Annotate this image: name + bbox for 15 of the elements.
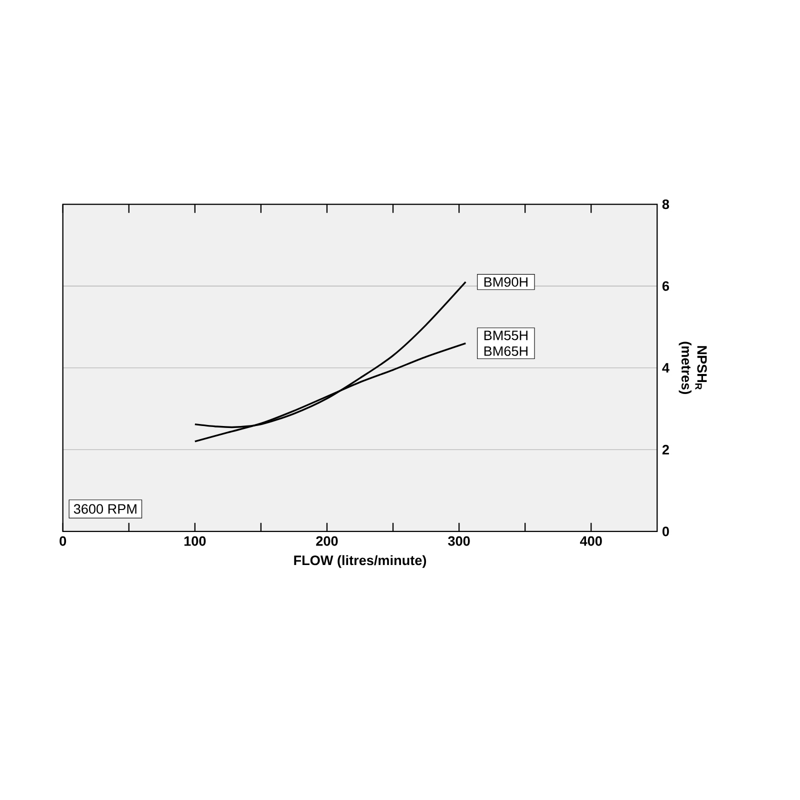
x-tick-label: 200	[316, 536, 338, 546]
y-tick-label: 2	[662, 444, 669, 454]
y-tick-label: 0	[662, 526, 669, 536]
x-axis-title: FLOW (litres/minute)	[294, 555, 426, 568]
y-axis-title: NPSH$_{R}$ (metres)	[678, 342, 707, 394]
series-label: BM90H	[484, 277, 528, 287]
y-tick-label: 8	[662, 199, 670, 210]
y-tick-label: 4	[662, 363, 670, 373]
x-tick-label: 0	[60, 536, 66, 546]
x-tick-label: 400	[580, 536, 602, 546]
x-tick-label: 300	[448, 536, 470, 546]
x-tick-label: 100	[184, 536, 206, 546]
series-label: BM55H BM65H	[484, 330, 528, 356]
annotation: 3600 RPM	[74, 504, 136, 514]
y-tick-label: 6	[662, 281, 670, 291]
